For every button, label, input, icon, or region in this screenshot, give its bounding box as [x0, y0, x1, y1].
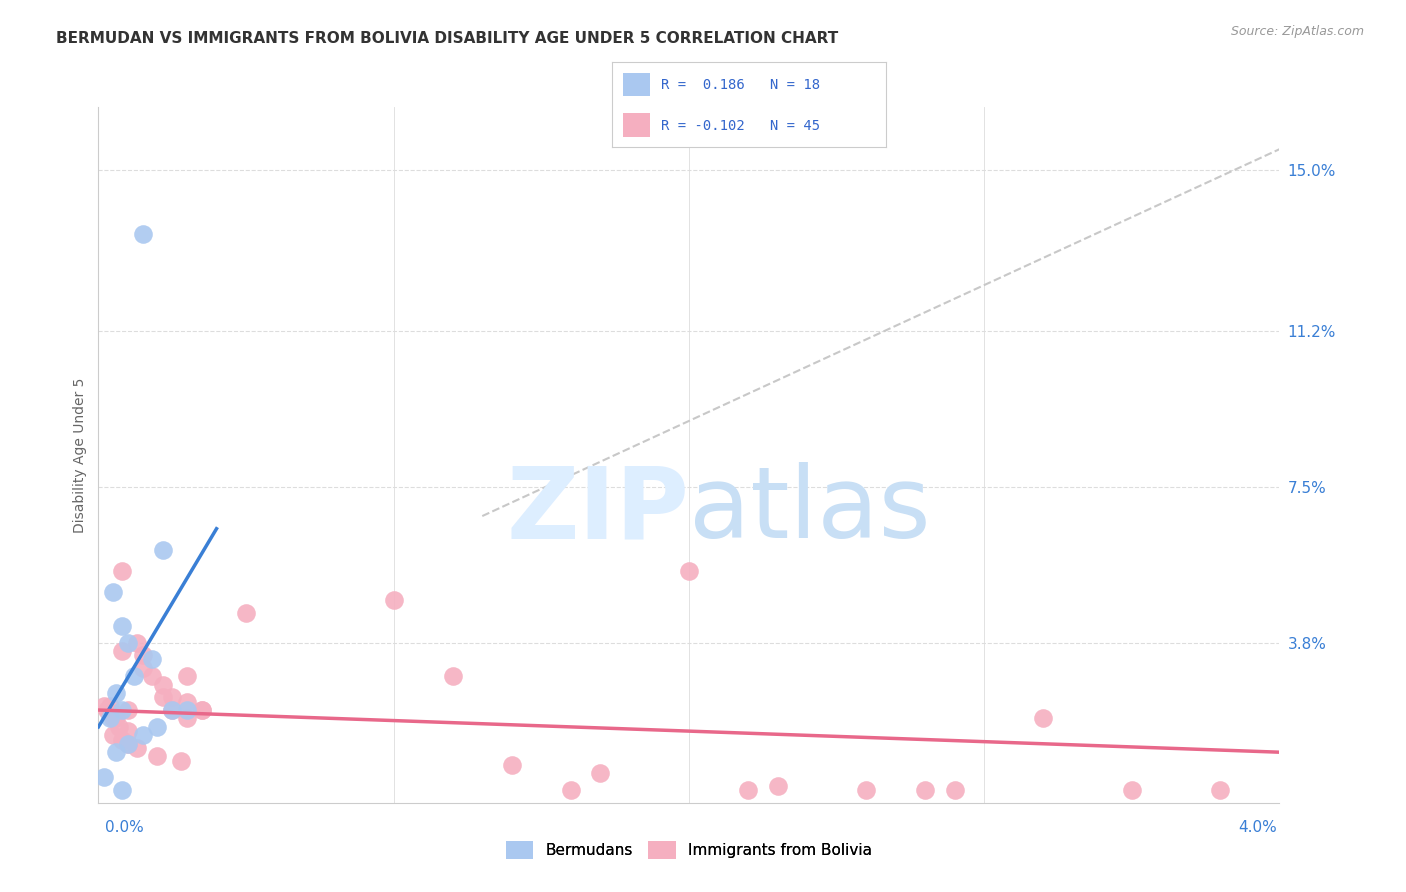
Point [103, 707, 125, 722]
Point [117, 724, 139, 739]
Point [191, 703, 214, 717]
Point [146, 749, 169, 764]
Point [93, 771, 115, 785]
Legend: Bermudans, Immigrants from Bolivia: Bermudans, Immigrants from Bolivia [499, 835, 879, 864]
Point [105, 686, 128, 700]
Point [146, 720, 169, 734]
Point [132, 227, 155, 241]
Point [111, 783, 134, 797]
Point [1121, 783, 1143, 797]
Point [560, 783, 582, 797]
Point [122, 669, 145, 683]
Point [678, 564, 700, 578]
Text: 0.0%: 0.0% [105, 821, 145, 835]
Point [855, 783, 877, 797]
Y-axis label: Disability Age Under 5: Disability Age Under 5 [73, 377, 87, 533]
Point [132, 661, 155, 675]
Point [170, 754, 193, 768]
Point [111, 703, 134, 717]
Point [105, 745, 128, 759]
Text: ZIP: ZIP [506, 462, 689, 559]
Point [103, 711, 125, 725]
Point [98, 711, 121, 725]
Point [176, 711, 198, 725]
Point [141, 652, 163, 666]
Point [191, 703, 214, 717]
Point [176, 703, 198, 717]
Point [125, 635, 148, 649]
Point [141, 669, 163, 683]
Text: Source: ZipAtlas.com: Source: ZipAtlas.com [1230, 25, 1364, 38]
Point [93, 698, 115, 713]
Point [103, 728, 125, 742]
Point [441, 669, 464, 683]
Point [98, 698, 121, 713]
Point [152, 678, 174, 692]
Text: atlas: atlas [689, 462, 931, 559]
Point [125, 741, 148, 756]
Point [235, 606, 257, 620]
Point [737, 783, 759, 797]
Point [111, 644, 134, 658]
Bar [623, 113, 650, 137]
Point [111, 564, 134, 578]
Point [152, 542, 174, 557]
Point [382, 593, 405, 607]
Bar [623, 72, 650, 96]
Point [152, 690, 174, 705]
Point [105, 711, 128, 725]
Point [176, 669, 198, 683]
Point [501, 757, 523, 772]
Point [943, 783, 966, 797]
Point [117, 703, 139, 717]
Point [117, 635, 139, 649]
Point [589, 766, 612, 780]
Point [103, 585, 125, 599]
Point [96, 703, 118, 717]
Point [117, 737, 139, 751]
Point [162, 703, 183, 717]
Point [176, 695, 198, 709]
Point [1032, 711, 1054, 725]
Point [132, 648, 155, 663]
Text: BERMUDAN VS IMMIGRANTS FROM BOLIVIA DISABILITY AGE UNDER 5 CORRELATION CHART: BERMUDAN VS IMMIGRANTS FROM BOLIVIA DISA… [56, 31, 838, 46]
Text: R =  0.186   N = 18: R = 0.186 N = 18 [661, 78, 820, 92]
Point [914, 783, 936, 797]
Point [111, 618, 134, 632]
Text: 4.0%: 4.0% [1237, 821, 1277, 835]
Point [111, 732, 134, 747]
Point [162, 703, 183, 717]
Text: R = -0.102   N = 45: R = -0.102 N = 45 [661, 119, 820, 133]
Point [117, 737, 139, 751]
Point [766, 779, 789, 793]
Point [108, 720, 131, 734]
Point [132, 728, 155, 742]
Point [1209, 783, 1232, 797]
Point [162, 690, 183, 705]
